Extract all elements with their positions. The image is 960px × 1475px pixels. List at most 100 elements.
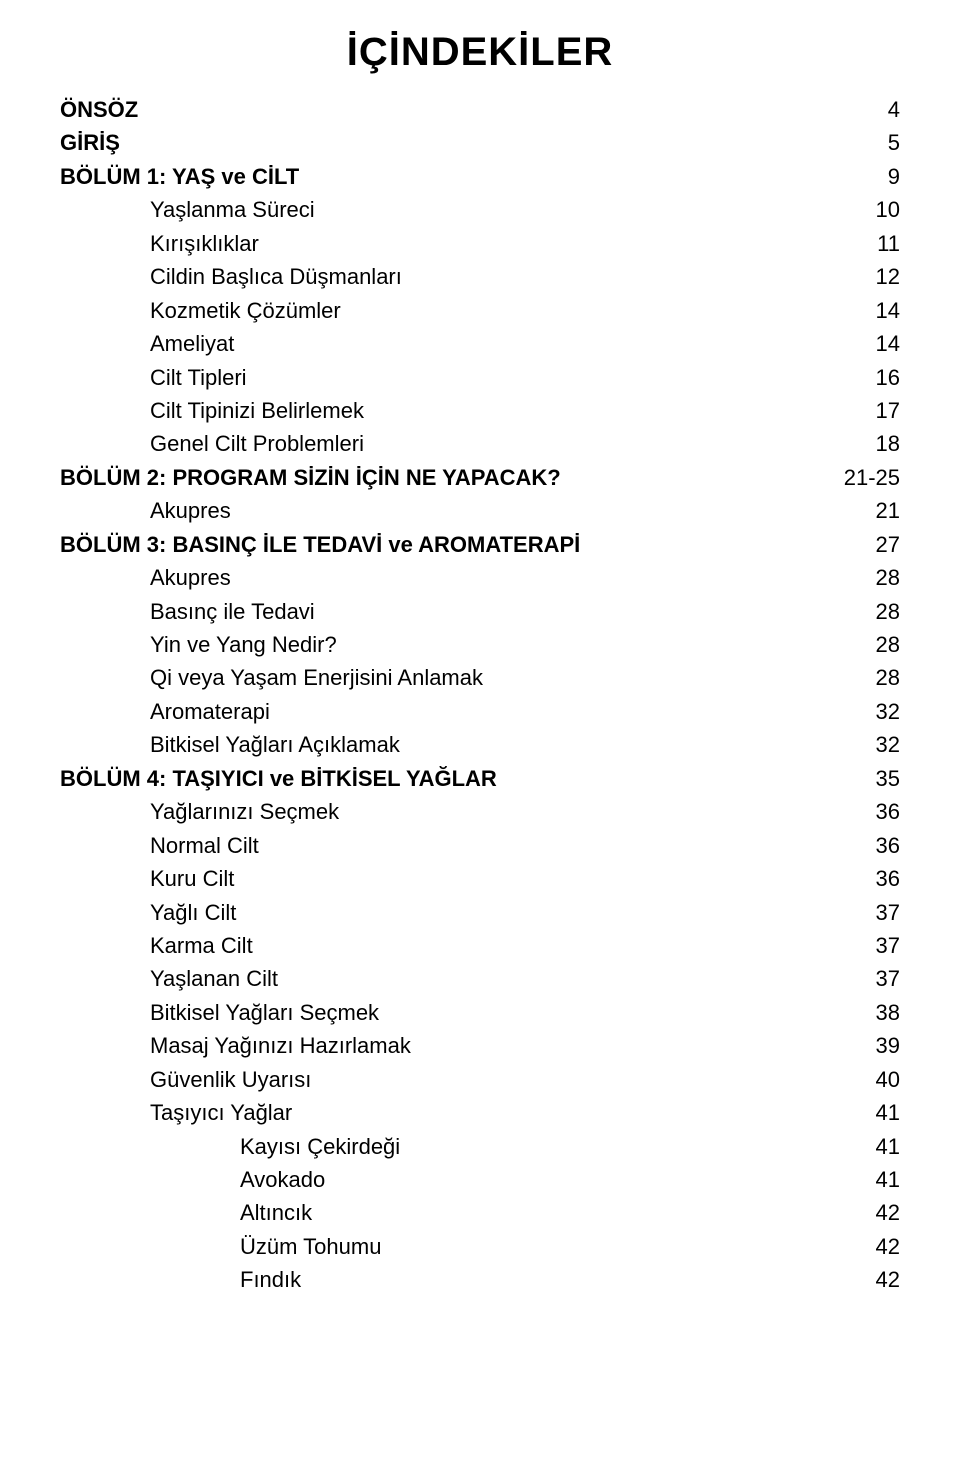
toc-entry: Kırışıklıklar 11 <box>60 227 900 260</box>
toc-entry: BÖLÜM 2: PROGRAM SİZİN İÇİN NE YAPACAK? 2… <box>60 461 900 494</box>
toc-entry: Karma Cilt 37 <box>60 929 900 962</box>
toc-entry-label: Kayısı Çekirdeği <box>240 1130 400 1163</box>
toc-entry: Cilt Tipinizi Belirlemek17 <box>60 394 900 427</box>
toc-entry-page: 21 <box>876 494 900 527</box>
toc-entry: Bitkisel Yağları Açıklamak 32 <box>60 728 900 761</box>
toc-entry-page: 28 <box>876 561 900 594</box>
toc-entry-label: Qi veya Yaşam Enerjisini Anlamak <box>150 661 483 694</box>
toc-entry: Basınç ile Tedavi 28 <box>60 595 900 628</box>
toc-entry-label: Akupres <box>150 494 231 527</box>
toc-entry-label: Güvenlik Uyarısı <box>150 1063 311 1096</box>
toc-entry-label: BÖLÜM 1: YAŞ ve CİLT <box>60 160 299 193</box>
toc-entry: Taşıyıcı Yağlar 41 <box>60 1096 900 1129</box>
toc-entry-label: Kozmetik Çözümler <box>150 294 341 327</box>
toc-entry: Bitkisel Yağları Seçmek38 <box>60 996 900 1029</box>
toc-entry-label: Cilt Tipinizi Belirlemek <box>150 394 364 427</box>
toc-entry-label: Yağlı Cilt <box>150 896 236 929</box>
toc-entry: Yaşlanan Cilt 37 <box>60 962 900 995</box>
toc-entry-label: Bitkisel Yağları Açıklamak <box>150 728 400 761</box>
toc-entry-page: 9 <box>888 160 900 193</box>
toc-entry: Cilt Tipleri 16 <box>60 361 900 394</box>
toc-entry-label: Cildin Başlıca Düşmanları <box>150 260 402 293</box>
toc-entry-label: Taşıyıcı Yağlar <box>150 1096 292 1129</box>
toc-entry-label: GİRİŞ <box>60 126 120 159</box>
toc-entry-page: 14 <box>876 327 900 360</box>
toc-entry-page: 36 <box>876 829 900 862</box>
toc-entry-label: Kırışıklıklar <box>150 227 259 260</box>
toc-entry: BÖLÜM 1: YAŞ ve CİLT 9 <box>60 160 900 193</box>
toc-entry: Yin ve Yang Nedir? 28 <box>60 628 900 661</box>
toc-entry-page: 27 <box>876 528 900 561</box>
toc-entry-label: Yağlarınızı Seçmek <box>150 795 339 828</box>
toc-entry: Kayısı Çekirdeği 41 <box>60 1130 900 1163</box>
toc-entry-label: Yaşlanma Süreci <box>150 193 315 226</box>
toc-entry-label: Aromaterapi <box>150 695 270 728</box>
toc-entry-page: 28 <box>876 661 900 694</box>
toc-entry-page: 42 <box>876 1263 900 1296</box>
toc-entry-page: 32 <box>876 728 900 761</box>
toc-entry-page: 36 <box>876 862 900 895</box>
toc-entry-page: 4 <box>888 93 900 126</box>
toc-entry-label: Normal Cilt <box>150 829 259 862</box>
toc-entry-label: Yaşlanan Cilt <box>150 962 278 995</box>
toc-entry-label: Karma Cilt <box>150 929 253 962</box>
toc-entry-label: Masaj Yağınızı Hazırlamak <box>150 1029 411 1062</box>
toc-entry: Güvenlik Uyarısı 40 <box>60 1063 900 1096</box>
toc-entry-label: Kuru Cilt <box>150 862 234 895</box>
toc-entry-page: 40 <box>876 1063 900 1096</box>
toc-entry: Yağlarınızı Seçmek 36 <box>60 795 900 828</box>
toc-entry: Akupres 21 <box>60 494 900 527</box>
toc-entry-page: 28 <box>876 595 900 628</box>
toc-entry-label: Cilt Tipleri <box>150 361 247 394</box>
toc-entry: Yağlı Cilt37 <box>60 896 900 929</box>
toc-entry-label: Avokado <box>240 1163 325 1196</box>
toc-entry: Genel Cilt Problemleri 18 <box>60 427 900 460</box>
toc-entry-label: BÖLÜM 4: TAŞIYICI ve BİTKİSEL YAĞLAR <box>60 762 497 795</box>
toc-entry-page: 41 <box>876 1130 900 1163</box>
toc-entry-page: 10 <box>876 193 900 226</box>
toc-entry-label: Fındık <box>240 1263 301 1296</box>
toc-entry-label: Akupres <box>150 561 231 594</box>
toc-entry: Üzüm Tohumu 42 <box>60 1230 900 1263</box>
toc-entry: Akupres 28 <box>60 561 900 594</box>
toc-entry-label: Basınç ile Tedavi <box>150 595 315 628</box>
toc-entry: Aromaterapi 32 <box>60 695 900 728</box>
toc-entry-page: 37 <box>876 962 900 995</box>
toc-entry-page: 35 <box>876 762 900 795</box>
toc-entry: BÖLÜM 3: BASINÇ İLE TEDAVİ ve AROMATERAP… <box>60 528 900 561</box>
toc-entry-label: Yin ve Yang Nedir? <box>150 628 337 661</box>
toc-entry: Qi veya Yaşam Enerjisini Anlamak 28 <box>60 661 900 694</box>
toc-entry: Kuru Cilt 36 <box>60 862 900 895</box>
toc-entry: Altıncık 42 <box>60 1196 900 1229</box>
toc-entry-page: 37 <box>876 929 900 962</box>
toc-entry-label: Genel Cilt Problemleri <box>150 427 364 460</box>
toc-entry-page: 21-25 <box>844 461 900 494</box>
toc-entry: BÖLÜM 4: TAŞIYICI ve BİTKİSEL YAĞLAR 35 <box>60 762 900 795</box>
toc-entry-page: 32 <box>876 695 900 728</box>
toc-entry: Fındık 42 <box>60 1263 900 1296</box>
toc-entry-page: 41 <box>876 1163 900 1196</box>
toc-entry-page: 42 <box>876 1196 900 1229</box>
toc-entry: Yaşlanma Süreci 10 <box>60 193 900 226</box>
toc-entry-page: 28 <box>876 628 900 661</box>
toc-entry-label: Altıncık <box>240 1196 312 1229</box>
toc-entry-label: ÖNSÖZ <box>60 93 138 126</box>
toc-entry-page: 18 <box>876 427 900 460</box>
toc-entry-label: Bitkisel Yağları Seçmek <box>150 996 379 1029</box>
page-title: İÇİNDEKİLER <box>60 30 900 75</box>
toc-entry-label: BÖLÜM 2: PROGRAM SİZİN İÇİN NE YAPACAK? <box>60 461 561 494</box>
toc-entry: Normal Cilt 36 <box>60 829 900 862</box>
toc-entry-page: 36 <box>876 795 900 828</box>
toc-entry-page: 41 <box>876 1096 900 1129</box>
table-of-contents: ÖNSÖZ4GİRİŞ5BÖLÜM 1: YAŞ ve CİLT9Yaşlanm… <box>60 93 900 1297</box>
toc-entry-page: 14 <box>876 294 900 327</box>
toc-entry-page: 42 <box>876 1230 900 1263</box>
toc-entry: Masaj Yağınızı Hazırlamak 39 <box>60 1029 900 1062</box>
toc-entry-page: 12 <box>876 260 900 293</box>
toc-entry-label: Ameliyat <box>150 327 234 360</box>
toc-entry-page: 11 <box>877 227 900 260</box>
toc-entry: Ameliyat 14 <box>60 327 900 360</box>
toc-entry-page: 39 <box>876 1029 900 1062</box>
toc-entry-page: 16 <box>876 361 900 394</box>
toc-entry-label: Üzüm Tohumu <box>240 1230 381 1263</box>
